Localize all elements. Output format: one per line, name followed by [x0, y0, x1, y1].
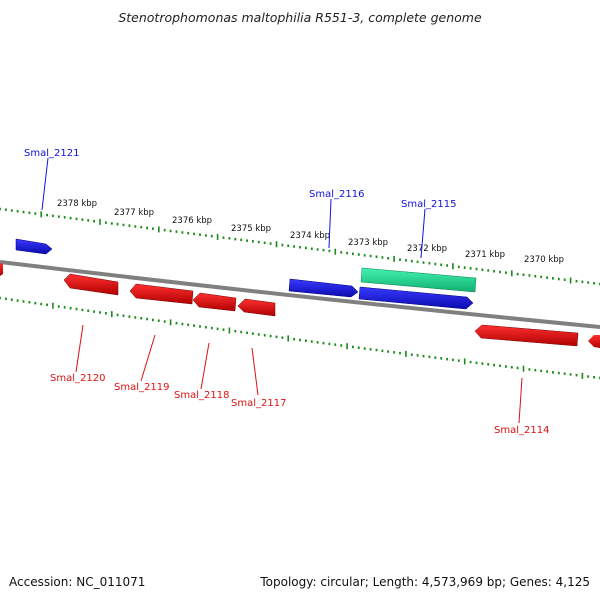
kbp-label: 2375 kbp [231, 224, 271, 234]
accession-text: Accession: NC_011071 [9, 575, 146, 589]
gene-label-smal-2114: Smal_2114 [494, 425, 549, 436]
gene-smal-2120[interactable] [63, 273, 119, 296]
gene-smal-2113-partial[interactable] [588, 335, 600, 348]
kbp-label: 2374 kbp [290, 231, 330, 241]
gene-smal-2114[interactable] [474, 324, 579, 347]
gene-label-smal-2116: Smal_2116 [309, 189, 364, 200]
kbp-label: 2372 kbp [407, 244, 447, 254]
gene-label-smal-2115: Smal_2115 [401, 199, 456, 210]
gene-label-smal-2119: Smal_2119 [114, 382, 169, 393]
leader-lines [41, 157, 523, 424]
gene-label-smal-2117: Smal_2117 [231, 398, 286, 409]
gene-smal-2116[interactable] [288, 278, 359, 298]
kbp-label: 2376 kbp [172, 216, 212, 226]
rna-feature[interactable] [360, 267, 477, 293]
kbp-label: 2371 kbp [465, 250, 505, 260]
gene-smal-2118[interactable] [192, 292, 237, 312]
kbp-label: 2373 kbp [348, 238, 388, 248]
map-title: Stenotrophomonas maltophilia R551-3, com… [118, 10, 482, 25]
kbp-labels: 2378 kbp 2377 kbp 2376 kbp 2375 kbp 2374… [57, 199, 564, 265]
gene-label-smal-2120: Smal_2120 [50, 373, 105, 384]
gene-smal-2122-partial[interactable] [0, 263, 3, 276]
genome-stats-text: Topology: circular; Length: 4,573,969 bp… [260, 575, 590, 589]
gene-labels: Smal_2121 Smal_2116 Smal_2115 Smal_2120 … [24, 148, 549, 436]
gene-label-smal-2118: Smal_2118 [174, 390, 229, 401]
outer-tick-track [0, 207, 600, 286]
gene-smal-2117[interactable] [237, 298, 276, 317]
kbp-label: 2370 kbp [524, 255, 564, 265]
gene-label-smal-2121: Smal_2121 [24, 148, 79, 159]
inner-tick-track [0, 296, 600, 380]
kbp-label: 2377 kbp [114, 208, 154, 218]
gene-smal-2115[interactable] [358, 286, 474, 310]
gene-smal-2119[interactable] [129, 283, 194, 305]
kbp-label: 2378 kbp [57, 199, 97, 209]
gene-smal-2121[interactable] [15, 238, 53, 255]
genome-backbone [0, 260, 600, 329]
